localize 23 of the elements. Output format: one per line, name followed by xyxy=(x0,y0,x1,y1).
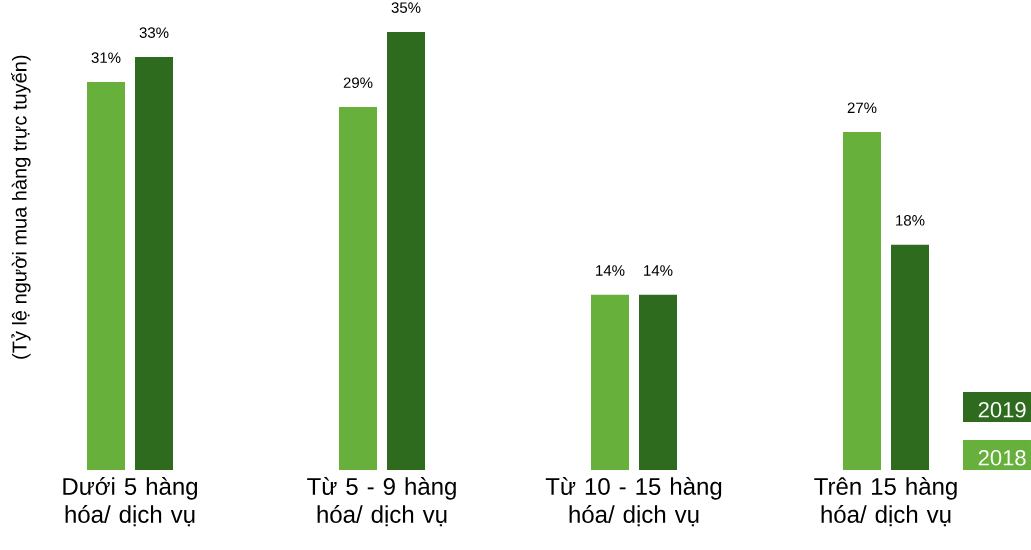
bar xyxy=(135,57,174,470)
data-label: 18% xyxy=(896,215,925,226)
x-tick-label: Dưới 5 hàng hóa/ dịch vụ xyxy=(63,477,198,527)
data-label: 33% xyxy=(139,27,169,38)
data-label: 14% xyxy=(644,265,673,276)
y-axis-title: (Tỷ lệ người mua hàng trực tuyến) xyxy=(11,55,31,359)
data-label: 29% xyxy=(343,77,373,89)
text: 2019 xyxy=(978,402,1026,418)
bar xyxy=(891,244,930,470)
x-tick-label: Từ 5 - 9 hàng hóa/ dịch vụ xyxy=(307,477,456,527)
text: 2018 xyxy=(978,450,1026,466)
bar xyxy=(87,82,126,470)
data-label: 31% xyxy=(91,52,121,63)
data-label: 35% xyxy=(391,2,421,13)
bar xyxy=(639,294,678,470)
bar xyxy=(387,31,426,470)
data-label: 27% xyxy=(847,102,877,114)
bar xyxy=(843,132,882,470)
x-tick-label: Trên 15 hàng hóa/ dịch vụ xyxy=(814,477,957,527)
bar xyxy=(591,294,630,470)
data-label: 14% xyxy=(596,265,625,276)
x-tick-label: Từ 10 - 15 hàng hóa/ dịch vụ xyxy=(545,477,722,527)
bar xyxy=(339,107,378,470)
